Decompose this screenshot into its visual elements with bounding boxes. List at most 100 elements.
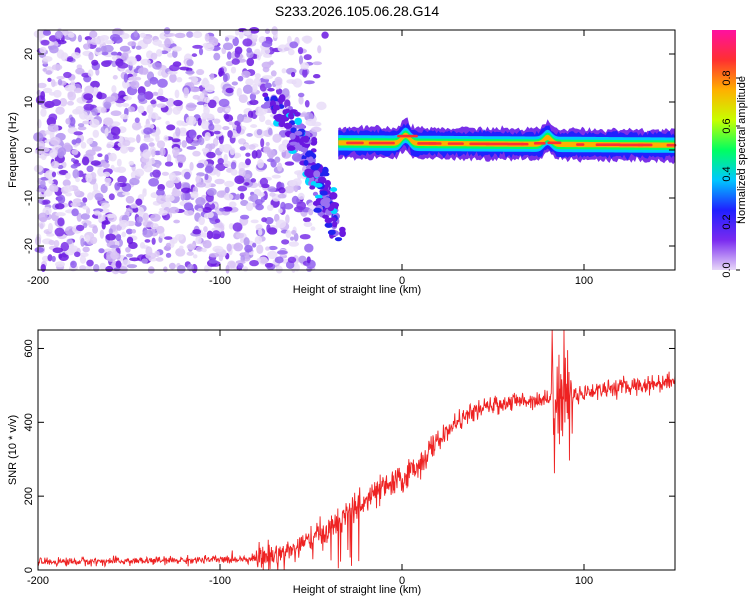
noise-blob <box>137 67 149 75</box>
snr-y-tick-label: 200 <box>23 487 35 505</box>
noise-blob <box>310 226 316 231</box>
noise-blob <box>71 208 79 217</box>
noise-blob <box>255 224 263 231</box>
noise-blob <box>131 229 137 234</box>
noise-blob <box>137 92 146 102</box>
noise-blob <box>71 149 79 155</box>
noise-blob <box>42 68 47 72</box>
noise-blob <box>264 262 274 268</box>
noise-blob <box>142 212 149 222</box>
noise-blob <box>83 93 94 101</box>
noise-blob <box>110 251 119 260</box>
noise-blob <box>40 180 46 188</box>
noise-blob <box>234 195 240 201</box>
noise-blob <box>246 57 255 67</box>
noise-blob <box>123 73 128 83</box>
noise-blob <box>70 202 81 207</box>
trace-blob <box>272 104 281 111</box>
noise-blob <box>278 208 283 214</box>
noise-blob <box>157 78 168 88</box>
noise-blob <box>257 158 264 169</box>
noise-blob <box>105 233 116 241</box>
noise-blob <box>47 222 53 233</box>
noise-blob <box>104 177 112 184</box>
noise-blob <box>239 192 245 200</box>
noise-blob <box>256 244 264 254</box>
colorbar-tick-label: 0.8 <box>721 70 733 85</box>
figure-title: S233.2026.105.06.28.G14 <box>275 3 439 19</box>
noise-blob <box>186 251 194 256</box>
noise-blob <box>285 229 292 239</box>
noise-blob <box>234 28 240 36</box>
noise-blob <box>238 31 244 39</box>
noise-blob <box>50 160 60 169</box>
noise-blob <box>131 122 142 131</box>
trace-blob <box>324 217 333 224</box>
noise-blob <box>155 163 160 169</box>
noise-blob <box>40 90 46 101</box>
noise-blob <box>121 103 130 107</box>
noise-blob <box>126 264 138 269</box>
noise-blob <box>86 165 94 173</box>
noise-blob <box>122 191 130 196</box>
noise-blob <box>156 188 165 197</box>
noise-blob <box>51 79 56 88</box>
noise-blob <box>36 188 46 193</box>
noise-blob <box>69 116 76 127</box>
snr-y-tick-label: 600 <box>23 339 35 357</box>
noise-blob <box>191 76 199 83</box>
noise-blob <box>105 213 116 219</box>
noise-blob <box>57 194 66 205</box>
spectrogram-y-tick-label: 10 <box>23 96 35 108</box>
trace-blob <box>327 229 336 235</box>
trace-blob <box>302 135 310 143</box>
noise-blob <box>222 42 234 51</box>
noise-blob <box>252 34 258 39</box>
noise-blob <box>90 80 100 89</box>
noise-blob <box>143 91 154 100</box>
noise-blob <box>87 192 94 201</box>
noise-blob <box>268 245 278 251</box>
noise-blob <box>151 148 156 158</box>
noise-blob <box>195 175 202 184</box>
noise-blob <box>303 54 312 61</box>
noise-blob <box>244 182 250 186</box>
noise-blob <box>99 34 110 42</box>
noise-blob <box>185 70 195 75</box>
noise-blob <box>108 193 115 201</box>
noise-blob <box>265 119 272 126</box>
noise-blob <box>115 234 122 241</box>
noise-blob <box>93 264 100 273</box>
trace-blob <box>273 114 282 121</box>
colorbar-tick-label: 0.2 <box>721 214 733 229</box>
noise-blob <box>44 169 55 180</box>
noise-blob <box>198 137 205 146</box>
noise-blob <box>213 118 221 124</box>
noise-blob <box>224 37 230 42</box>
noise-blob <box>59 98 68 107</box>
noise-blob <box>195 246 204 252</box>
noise-blob <box>296 201 307 211</box>
noise-blob <box>66 238 73 245</box>
noise-blob <box>269 192 276 197</box>
noise-blob <box>57 217 65 227</box>
noise-blob <box>285 214 290 224</box>
noise-blob <box>228 223 234 230</box>
noise-blob <box>186 243 197 250</box>
noise-blob <box>152 39 163 46</box>
noise-blob <box>192 254 198 259</box>
noise-blob <box>81 156 90 166</box>
noise-blob <box>174 234 184 241</box>
noise-blob <box>173 99 183 107</box>
noise-blob <box>45 70 53 75</box>
spectrogram-carrier-line <box>338 117 677 165</box>
noise-blob <box>156 195 166 205</box>
noise-blob <box>65 192 72 197</box>
noise-blob <box>216 190 227 198</box>
noise-blob <box>208 37 219 44</box>
trace-blob <box>331 221 338 228</box>
noise-blob <box>287 256 297 264</box>
noise-blob <box>231 58 240 65</box>
noise-blob <box>63 71 72 79</box>
